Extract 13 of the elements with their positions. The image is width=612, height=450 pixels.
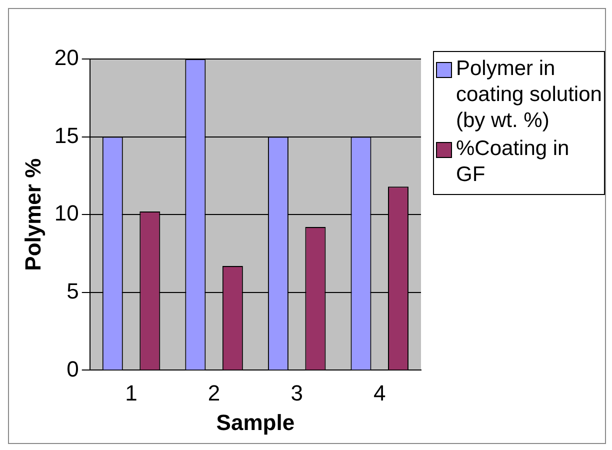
x-tick-label: 1 <box>125 380 138 406</box>
y-tick-label: 10 <box>54 200 79 226</box>
y-tick-label: 5 <box>66 278 79 304</box>
y-tick-label: 15 <box>54 122 79 148</box>
x-tick-label: 2 <box>208 380 220 406</box>
y-tick-label: 20 <box>54 45 79 70</box>
x-tick-label: 3 <box>290 380 303 406</box>
legend-label: %Coating in GF <box>456 136 570 188</box>
y-tick-label: 0 <box>66 356 79 382</box>
x-axis-title: Sample <box>216 410 295 435</box>
y-axis-title: Polymer % <box>20 158 46 271</box>
x-tick-label: 4 <box>373 380 386 406</box>
legend-label: Polymer in coating solution (by wt. %) <box>456 56 602 134</box>
